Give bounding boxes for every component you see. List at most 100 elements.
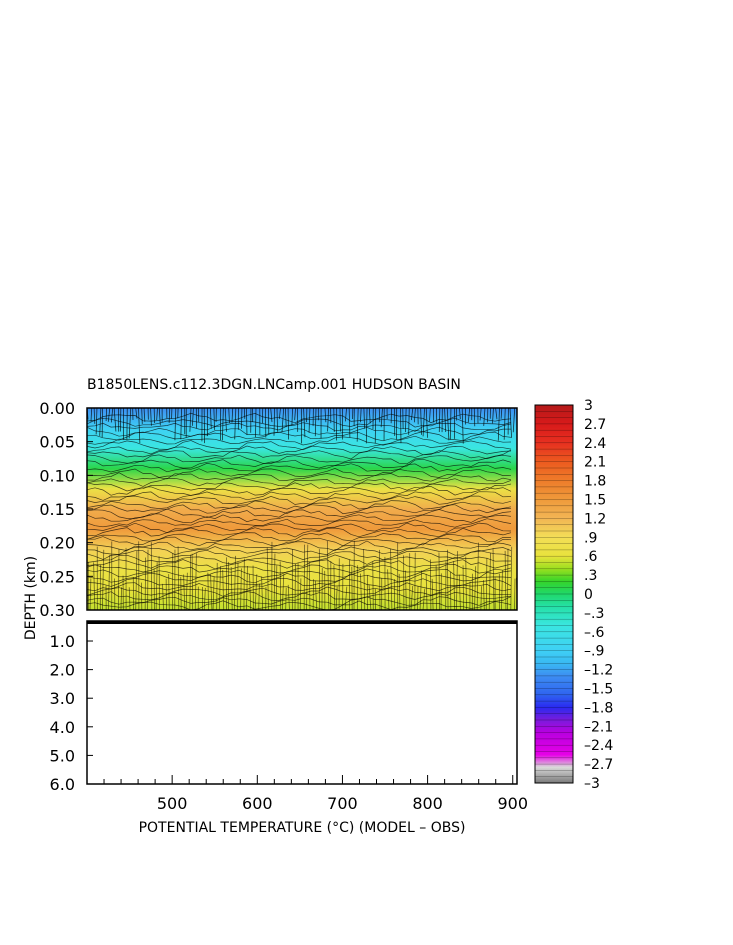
lower-y-tick-label: 4.0 [50,718,75,737]
colorbar-tick-label: .6 [584,549,597,565]
contour-line [87,458,512,469]
lower-y-tick-label: 2.0 [50,661,75,680]
x-tick-label: 900 [497,794,528,813]
surface-contour-mark [95,408,98,435]
surface-contour-mark [345,408,347,422]
surface-contour-mark [327,408,329,432]
surface-contour-mark [378,408,381,423]
surface-contour-mark [143,408,146,422]
colorbar-tick-label: –.6 [584,625,604,641]
surface-contour-mark [105,408,108,422]
contour-line [87,472,512,482]
surface-contour-mark [284,408,287,428]
deep-contour-mark [360,573,363,610]
deep-contour-mark [306,544,309,610]
surface-contour-mark [174,408,177,441]
surface-contour-mark [291,408,294,426]
x-tick-label: 700 [327,794,358,813]
deep-contour-mark [398,573,401,610]
surface-contour-mark [479,408,482,421]
surface-contour-mark [461,408,464,444]
surface-contour-mark [497,408,500,441]
deep-contour-mark [285,587,287,610]
deep-contour-mark [203,587,206,610]
deep-contour-mark [483,580,485,610]
deep-contour-mark [410,585,414,610]
colorbar-tick-label: –2.4 [584,738,613,754]
deep-contour-mark [368,584,372,610]
surface-contour-mark [224,408,227,432]
chart-title: B1850LENS.c112.3DGN.LNCamp.001 HUDSON BA… [87,377,461,393]
deep-contour-mark [258,583,260,610]
upper-y-tick-label: 0.00 [39,399,75,418]
surface-contour-mark [444,408,447,433]
deep-contour-mark [185,572,188,610]
upper-y-tick-label: 0.15 [39,500,75,519]
surface-contour-mark [429,408,431,422]
deep-contour-mark [476,542,479,610]
deep-contour-mark [446,549,449,610]
colorbar-tick-label: .9 [584,530,597,546]
contour-line [87,486,512,496]
surface-contour-mark [168,408,171,423]
contour-line [87,513,512,524]
contour-line [87,477,512,487]
deep-contour-mark [326,540,330,610]
colorbar-tick-label: 1.2 [584,511,606,527]
lower-y-tick-label: 3.0 [50,689,75,708]
contour-line [87,491,512,501]
upper-y-tick-label: 0.20 [39,534,75,553]
deep-contour-mark [510,546,513,610]
colorbar-tick-label: 3 [584,398,593,414]
colorbar: 3 2.7 2.4 2.1 1.8 1.5 1.2 .9 .6 .3 0 –.3 –.6 –.9 –1.2 –… [534,398,613,792]
surface-contour-mark [356,408,359,442]
surface-contour-mark [408,408,410,435]
contour-line [87,440,512,451]
deep-contour-mark [335,586,338,610]
surface-contour-mark [141,408,143,424]
deep-contour-mark [455,551,459,610]
upper-panel-contours [87,408,517,610]
deep-contour-mark [429,559,432,610]
surface-contour-mark [213,408,215,430]
surface-contour-mark [365,408,368,444]
lower-panel: 1.0 2.0 3.0 4.0 5.0 6.0 500 600 700 800 900 [50,620,528,813]
colorbar-fill [535,405,573,783]
surface-contour-mark [509,408,512,438]
deep-contour-mark [155,562,158,610]
surface-contour-mark [246,408,248,435]
deep-contour-mark [93,562,96,610]
y-axis-label: DEPTH (km) [23,556,39,640]
surface-contour-mark [492,408,494,424]
contour-line [87,468,512,478]
surface-contour-mark [348,408,351,438]
deep-contour-mark [233,555,236,610]
surface-contour-mark [110,408,114,423]
deep-contour-mark [431,578,434,610]
surface-contour-mark [180,408,182,440]
colorbar-tick-label: 2.4 [584,436,606,452]
surface-contour-mark [228,408,230,424]
lower-y-axis: 1.0 2.0 3.0 4.0 5.0 6.0 [50,632,93,794]
surface-contour-mark [446,408,450,441]
deep-contour-mark [488,552,491,610]
upper-y-tick-label: 0.25 [39,567,75,586]
colorbar-tick-label: –1.2 [584,663,613,679]
contour-line [87,522,512,534]
deep-contour-mark [183,574,186,610]
surface-contour-mark [467,408,471,423]
deep-contour-mark [501,570,503,610]
x-tick-label: 800 [412,794,443,813]
deep-contour-mark [210,574,213,610]
surface-contour-mark [231,408,234,423]
contour-line [87,518,512,528]
surface-contour-mark [135,408,138,419]
colorbar-ticks: 3 2.7 2.4 2.1 1.8 1.5 1.2 .9 .6 .3 0 –.3 –.6 –.9 –1.2 –… [584,398,613,792]
colorbar-contour-lines [535,404,573,784]
deep-contour-mark [101,549,105,610]
deep-contour-mark [379,549,381,610]
deep-contour-mark [344,586,348,610]
deep-contour-mark [194,553,197,610]
surface-contour-mark [333,408,335,432]
deep-contour-mark [261,576,264,610]
